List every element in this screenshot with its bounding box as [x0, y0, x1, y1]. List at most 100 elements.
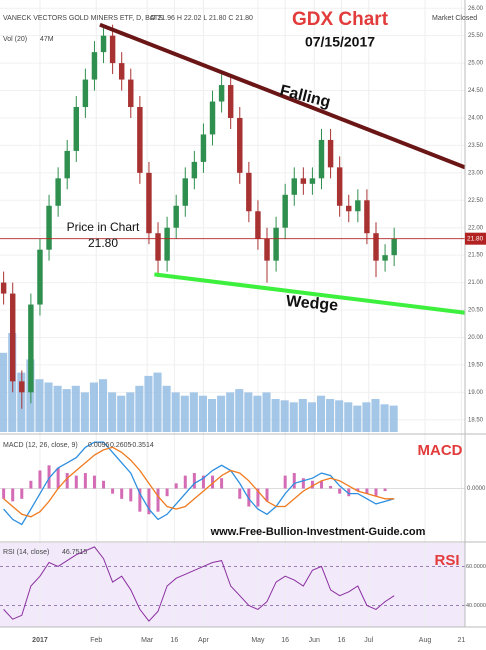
- volume-bar: [35, 379, 44, 432]
- x-tick-label: Mar: [141, 637, 154, 644]
- candle-body: [382, 255, 388, 261]
- candle-body: [182, 178, 188, 206]
- macd-tick-label: 0.0000: [467, 486, 486, 492]
- volume-bar: [180, 395, 189, 432]
- watermark: www.Free-Bullion-Investment-Guide.com: [210, 526, 426, 538]
- macd-histogram-bar: [38, 470, 42, 489]
- candle-body: [28, 304, 34, 393]
- macd-histogram-bar: [83, 473, 87, 489]
- volume-bar: [62, 389, 71, 432]
- volume-bar: [280, 400, 289, 432]
- volume-bar: [389, 405, 398, 432]
- macd-histogram-bar: [47, 465, 51, 489]
- x-tick-label: Apr: [198, 637, 210, 644]
- candle-body: [64, 150, 70, 179]
- x-tick-label: 2017: [32, 637, 48, 644]
- y-tick-label: 22.00: [468, 225, 484, 231]
- chart-subtitle: 07/15/2017: [305, 34, 375, 50]
- macd-histogram-bar: [301, 478, 305, 489]
- last-price-tag: 21.80: [467, 235, 484, 242]
- x-tick-label: 16: [170, 637, 178, 644]
- volume-bar: [226, 392, 235, 432]
- candle-body: [373, 233, 379, 261]
- candle-body: [264, 238, 270, 261]
- candle-body: [200, 134, 207, 162]
- volume-bar: [344, 402, 353, 432]
- volume-bar: [307, 402, 316, 432]
- candle-body: [118, 63, 125, 80]
- macd-histogram-bar: [238, 488, 242, 499]
- candle-body: [318, 139, 325, 179]
- y-tick-label: 23.00: [468, 170, 484, 176]
- candle-body: [46, 205, 52, 250]
- price-value: 21.80: [88, 236, 118, 250]
- volume-bar: [117, 395, 126, 432]
- volume-bar: [80, 392, 89, 432]
- candle-body: [364, 200, 370, 234]
- macd-histogram-bar: [138, 488, 142, 512]
- candle-body: [273, 227, 279, 261]
- candle-body: [73, 107, 80, 151]
- volume-reading: 47M: [40, 36, 54, 43]
- macd-histogram-bar: [29, 480, 33, 489]
- volume-bar: [144, 375, 153, 432]
- symbol: VANECK VECTORS GOLD MINERS ETF, D, BATS: [3, 15, 163, 22]
- volume-bar: [244, 392, 253, 432]
- macd-histogram-bar: [211, 475, 215, 489]
- trendline: [99, 22, 466, 170]
- volume-bar: [189, 392, 198, 432]
- macd-histogram-bar: [20, 488, 24, 499]
- volume-bar: [135, 385, 144, 432]
- volume-bar: [262, 392, 271, 432]
- volume-bar: [217, 395, 226, 432]
- y-tick-label: 26.00: [468, 6, 484, 12]
- candle-body: [173, 205, 179, 228]
- macd-reading: -0.3514: [130, 442, 154, 449]
- macd-histogram-bar: [147, 488, 151, 515]
- y-tick-label: 19.50: [468, 362, 484, 368]
- volume-bar: [108, 392, 117, 432]
- volume-bar: [335, 400, 344, 432]
- volume-bar: [198, 395, 207, 432]
- macd-histogram-bar: [102, 480, 106, 489]
- volume-bar: [271, 399, 280, 432]
- volume-bar: [298, 399, 307, 432]
- candle-body: [346, 205, 352, 212]
- price-label: Price in Chart: [67, 220, 140, 234]
- macd-reading: 0.0096: [88, 442, 110, 449]
- macd-histogram-bar: [65, 473, 69, 489]
- rsi-tick-label: 60.0000: [466, 564, 486, 570]
- macd-histogram-bar: [356, 488, 360, 492]
- macd-histogram-bar: [174, 483, 178, 489]
- volume-bar: [371, 399, 380, 432]
- macd-histogram-bar: [201, 475, 205, 489]
- y-tick-label: 22.50: [468, 198, 484, 204]
- y-tick-label: 25.00: [468, 61, 484, 67]
- x-tick-label: Jun: [309, 637, 320, 644]
- candle-body: [218, 85, 225, 102]
- macd-histogram-bar: [365, 488, 369, 494]
- macd-histogram-bar: [56, 467, 60, 489]
- macd-histogram-bar: [247, 488, 251, 507]
- candle-body: [137, 107, 143, 173]
- candle-body: [255, 211, 261, 239]
- candle-body: [227, 85, 234, 118]
- y-tick-label: 21.00: [468, 280, 484, 286]
- macd-histogram-bar: [338, 488, 342, 494]
- volume-bar: [44, 382, 53, 432]
- volume-name: Vol (20): [3, 36, 27, 43]
- volume-bar: [316, 395, 326, 432]
- y-tick-label: 21.50: [468, 253, 484, 259]
- macd-title: MACD: [418, 442, 463, 459]
- macd-histogram-bar: [11, 488, 15, 502]
- macd-histogram-bar: [92, 475, 96, 489]
- candle-body: [391, 238, 397, 256]
- rsi-panel: [0, 543, 465, 627]
- candle-body: [155, 233, 161, 261]
- volume-bar: [326, 399, 335, 432]
- macd-histogram-bar: [74, 475, 78, 489]
- macd-line: [3, 441, 395, 526]
- candle-body: [55, 178, 61, 206]
- candle-body: [164, 227, 170, 261]
